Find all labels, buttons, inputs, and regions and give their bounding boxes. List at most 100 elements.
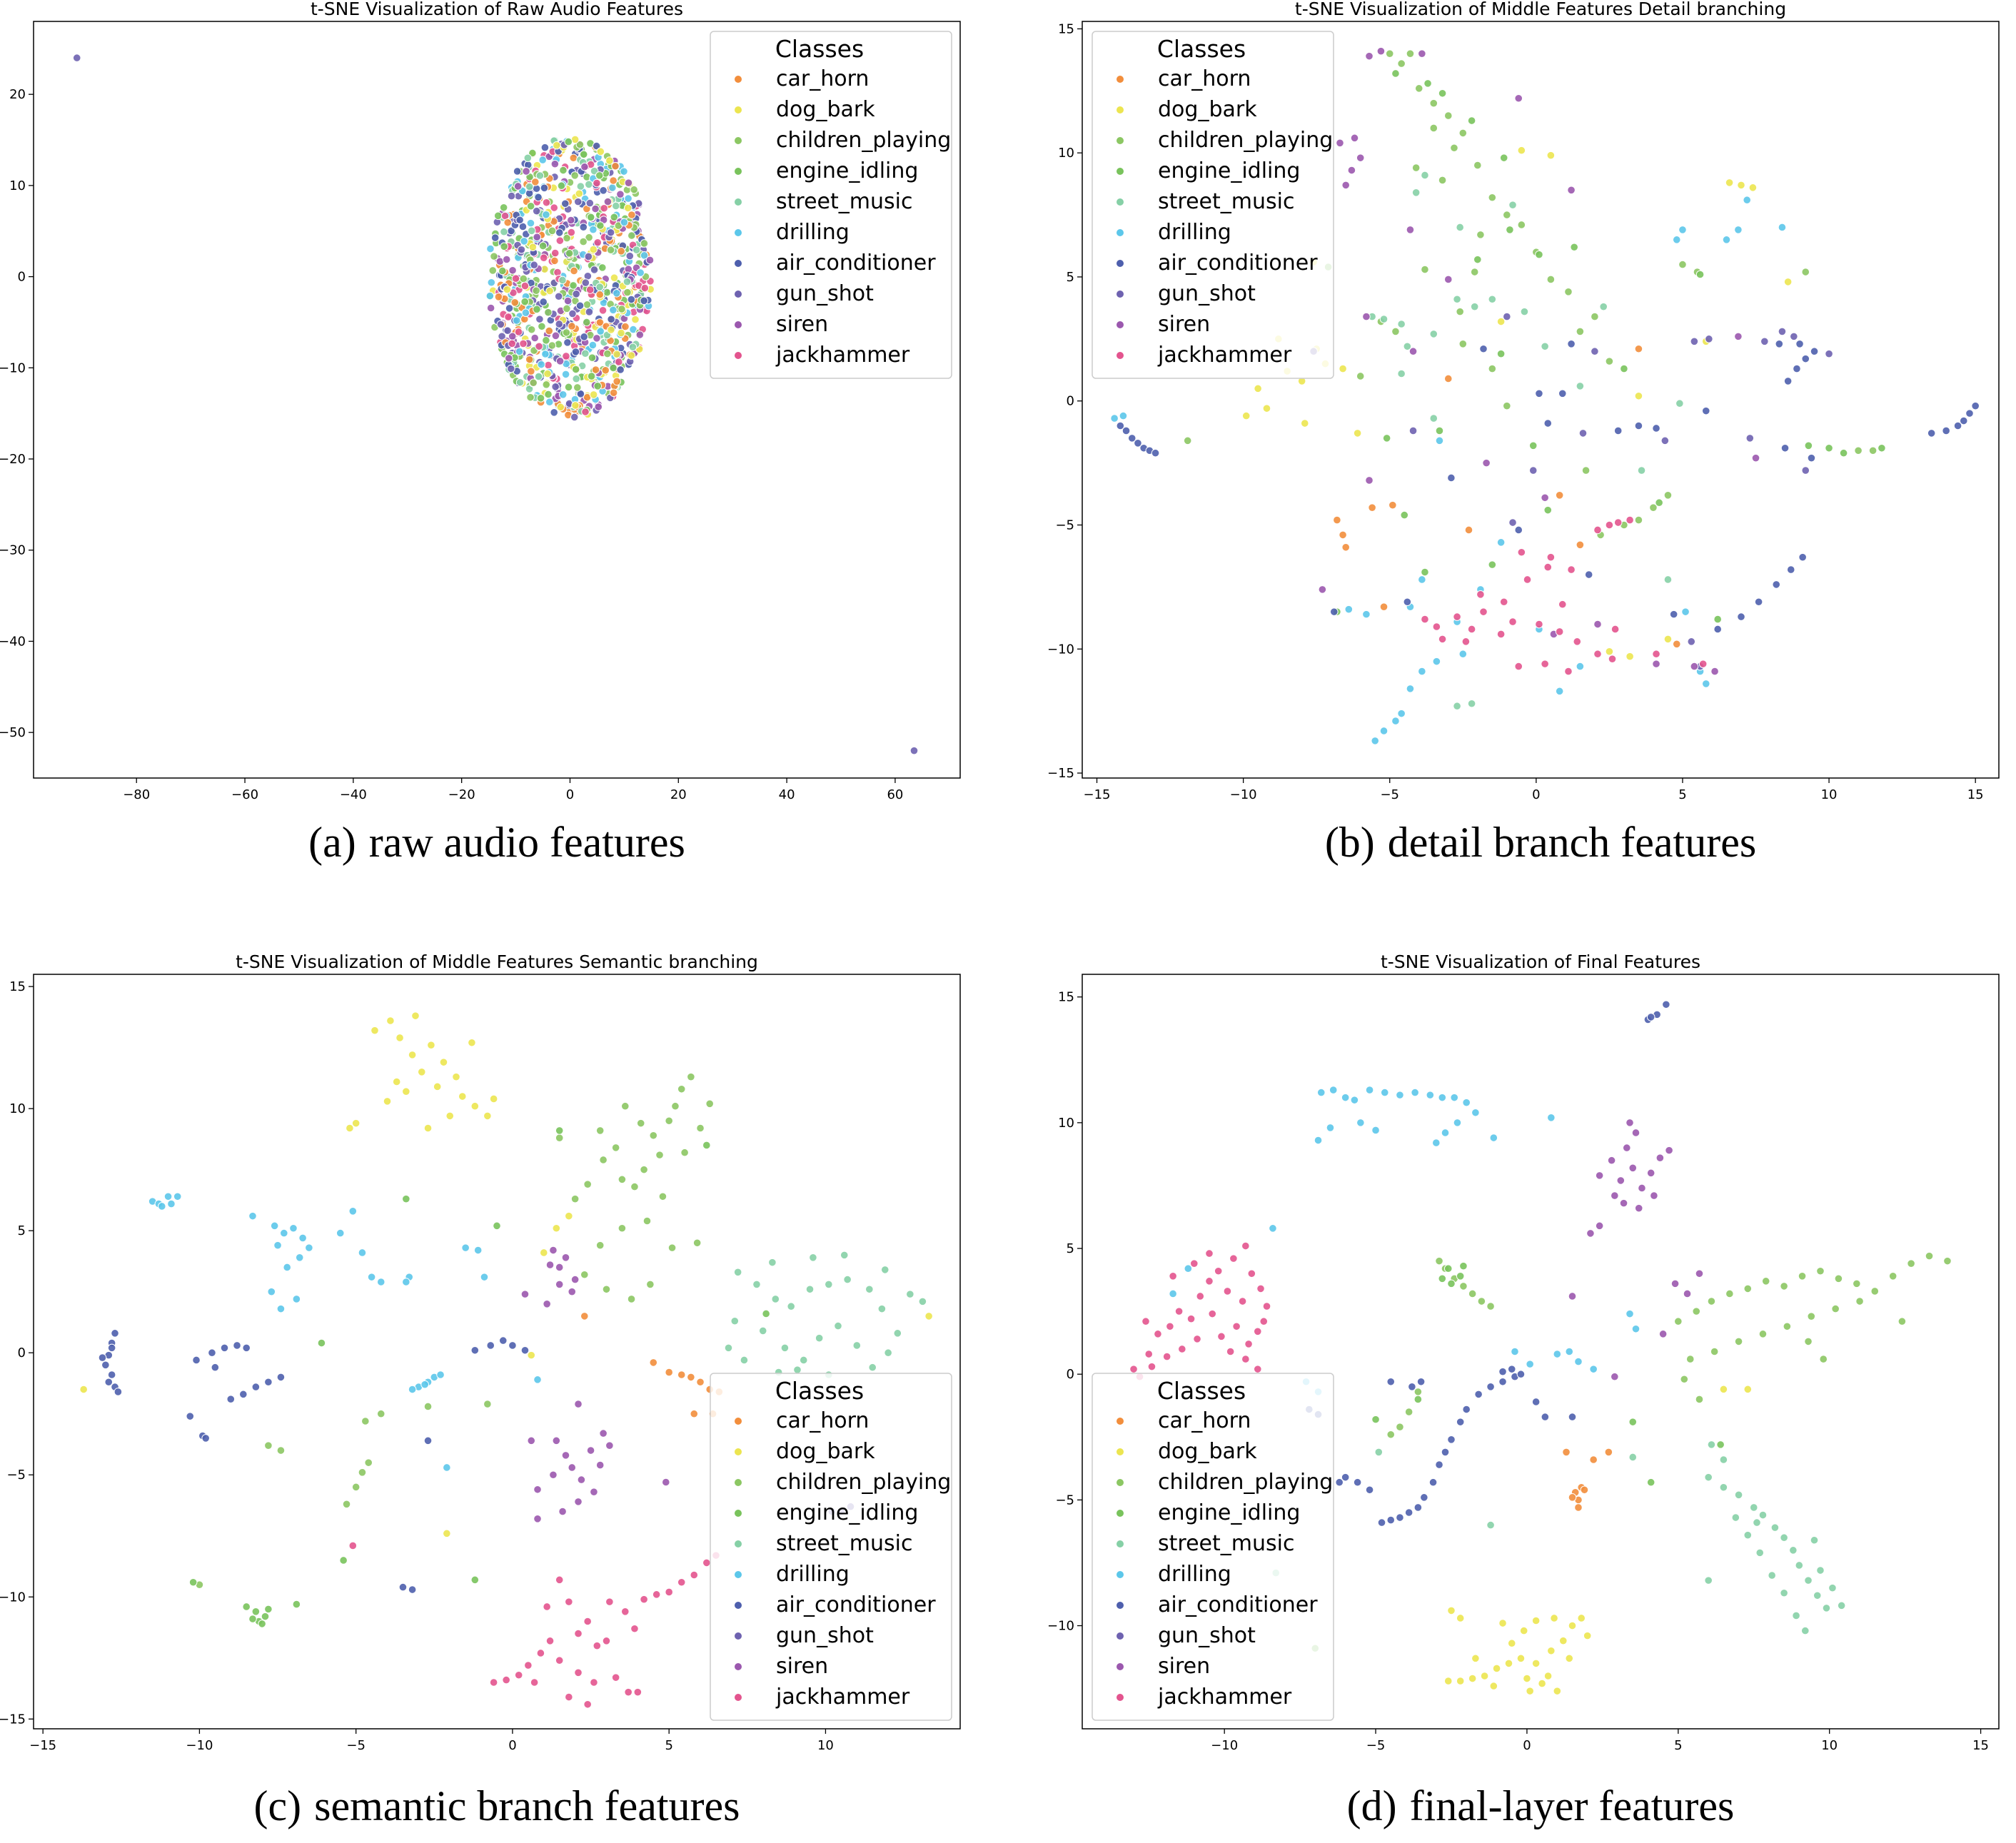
point-drilling bbox=[267, 1287, 276, 1296]
point-jackhammer bbox=[1564, 667, 1573, 676]
caption-text: semantic branch features bbox=[314, 1782, 740, 1829]
point-children_playing bbox=[1385, 49, 1394, 58]
point-drilling bbox=[609, 306, 618, 315]
point-engine_idling bbox=[339, 1556, 348, 1565]
legend-marker-street_music bbox=[1116, 198, 1124, 206]
point-jackhammer bbox=[555, 236, 565, 245]
point-drilling bbox=[1341, 1093, 1350, 1102]
point-dog_bark bbox=[1471, 1654, 1480, 1663]
point-children_playing bbox=[636, 1119, 645, 1128]
point-children_playing bbox=[1429, 123, 1438, 133]
point-jackhammer bbox=[1193, 1335, 1201, 1343]
point-jackhammer bbox=[1259, 1317, 1269, 1326]
point-dog_bark bbox=[1719, 1385, 1728, 1394]
point-children_playing bbox=[358, 1468, 367, 1477]
point-siren bbox=[520, 1290, 530, 1298]
point-drilling bbox=[561, 370, 570, 379]
point-siren bbox=[1611, 1191, 1619, 1200]
point-children_playing bbox=[640, 1165, 648, 1174]
point-jackhammer bbox=[574, 1668, 583, 1677]
legend-label-dog_bark: dog_bark bbox=[776, 97, 875, 122]
y-tick-label: −10 bbox=[1047, 1619, 1074, 1634]
point-gun_shot bbox=[570, 413, 579, 422]
point-engine_idling bbox=[1543, 505, 1553, 515]
point-dog_bark bbox=[468, 1038, 476, 1047]
point-jackhammer bbox=[602, 1637, 611, 1645]
point-air_conditioner bbox=[1447, 1435, 1456, 1444]
point-air_conditioner bbox=[220, 1343, 229, 1353]
point-children_playing bbox=[620, 1101, 630, 1111]
point-street_music bbox=[1488, 295, 1497, 304]
x-tick-label: 40 bbox=[779, 787, 795, 802]
point-car_horn bbox=[570, 266, 578, 276]
point-children_playing bbox=[1411, 163, 1421, 172]
point-dog_bark bbox=[623, 203, 632, 213]
legend-label-children_playing: children_playing bbox=[776, 128, 951, 153]
point-engine_idling bbox=[1620, 364, 1628, 373]
point-street_music bbox=[1453, 702, 1461, 711]
legend-marker-drilling bbox=[1116, 1570, 1124, 1579]
point-drilling bbox=[512, 316, 521, 325]
point-children_playing bbox=[680, 1148, 689, 1157]
point-siren bbox=[1350, 133, 1359, 143]
point-dog_bark bbox=[553, 141, 561, 150]
point-jackhammer bbox=[1508, 617, 1517, 626]
y-tick-label: 15 bbox=[1058, 990, 1074, 1005]
point-children_playing bbox=[555, 1133, 564, 1142]
legend-label-engine_idling: engine_idling bbox=[776, 1500, 918, 1525]
point-street_music bbox=[523, 153, 533, 163]
point-street_music bbox=[515, 378, 525, 387]
point-street_music bbox=[1421, 171, 1429, 180]
point-street_music bbox=[1813, 1591, 1822, 1600]
plot-title: t-SNE Visualization of Middle Features S… bbox=[236, 951, 758, 972]
point-siren bbox=[530, 333, 540, 343]
point-siren bbox=[1655, 1153, 1665, 1163]
point-gun_shot bbox=[1591, 347, 1599, 356]
point-air_conditioner bbox=[1971, 401, 1980, 410]
point-children_playing bbox=[1798, 1272, 1807, 1281]
point-jackhammer bbox=[1523, 575, 1532, 584]
point-siren bbox=[1628, 1163, 1638, 1173]
point-dog_bark bbox=[1523, 1674, 1531, 1683]
point-siren bbox=[1418, 49, 1426, 58]
point-dog_bark bbox=[571, 401, 580, 410]
point-dog_bark bbox=[545, 286, 554, 296]
point-siren bbox=[555, 357, 565, 365]
point-engine_idling bbox=[538, 322, 546, 331]
legend-label-street_music: street_music bbox=[1158, 1531, 1294, 1556]
point-siren bbox=[566, 216, 575, 225]
point-air_conditioner bbox=[1420, 1493, 1428, 1502]
point-children_playing bbox=[1780, 1282, 1788, 1291]
point-car_horn bbox=[1604, 1448, 1613, 1457]
point-drilling bbox=[473, 1246, 483, 1255]
point-street_music bbox=[1731, 1513, 1740, 1522]
point-children_playing bbox=[618, 1223, 627, 1233]
point-gun_shot bbox=[584, 252, 593, 261]
point-drilling bbox=[273, 1241, 282, 1250]
point-street_music bbox=[787, 1302, 796, 1311]
point-air_conditioner bbox=[1786, 565, 1795, 574]
point-air_conditioner bbox=[1942, 426, 1950, 435]
point-air_conditioner bbox=[1535, 389, 1543, 398]
point-car_horn bbox=[527, 367, 535, 375]
point-gun_shot bbox=[625, 251, 635, 261]
point-dog_bark bbox=[417, 1068, 426, 1076]
point-street_music bbox=[1470, 302, 1479, 311]
legend-label-car_horn: car_horn bbox=[1158, 66, 1251, 91]
point-gun_shot bbox=[1503, 312, 1511, 321]
point-children_playing bbox=[1649, 503, 1658, 512]
point-dog_bark bbox=[1538, 1679, 1546, 1688]
point-jackhammer bbox=[1593, 650, 1602, 659]
point-air_conditioner bbox=[186, 1412, 195, 1420]
point-children_playing bbox=[1503, 401, 1511, 410]
point-dog_bark bbox=[1507, 1639, 1516, 1648]
point-drilling bbox=[1462, 1098, 1471, 1107]
point-street_music bbox=[1795, 1561, 1804, 1570]
point-dog_bark bbox=[1583, 1631, 1592, 1640]
point-gun_shot bbox=[1778, 327, 1787, 336]
point-jackhammer bbox=[1608, 655, 1617, 663]
point-children_playing bbox=[527, 325, 536, 334]
point-children_playing bbox=[583, 1180, 592, 1188]
point-air_conditioner bbox=[111, 1329, 119, 1338]
point-children_playing bbox=[1853, 1279, 1861, 1288]
